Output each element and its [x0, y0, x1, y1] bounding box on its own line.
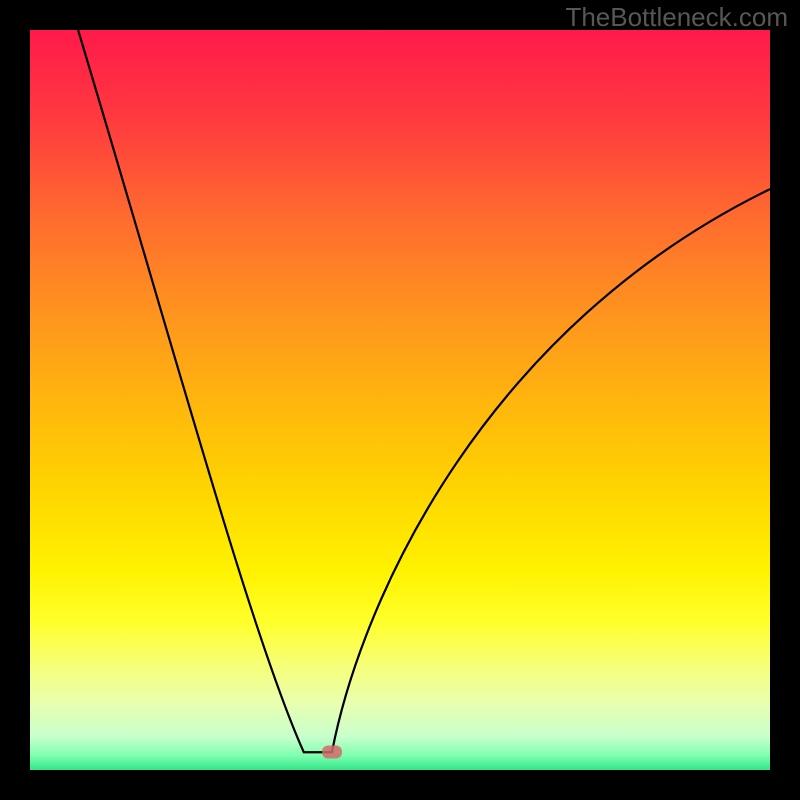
plot-area	[30, 30, 770, 770]
outer-frame	[0, 0, 800, 800]
bottleneck-curve	[30, 30, 770, 770]
minimum-marker	[322, 746, 342, 759]
curve-path	[78, 30, 770, 752]
watermark-text: TheBottleneck.com	[565, 2, 788, 33]
